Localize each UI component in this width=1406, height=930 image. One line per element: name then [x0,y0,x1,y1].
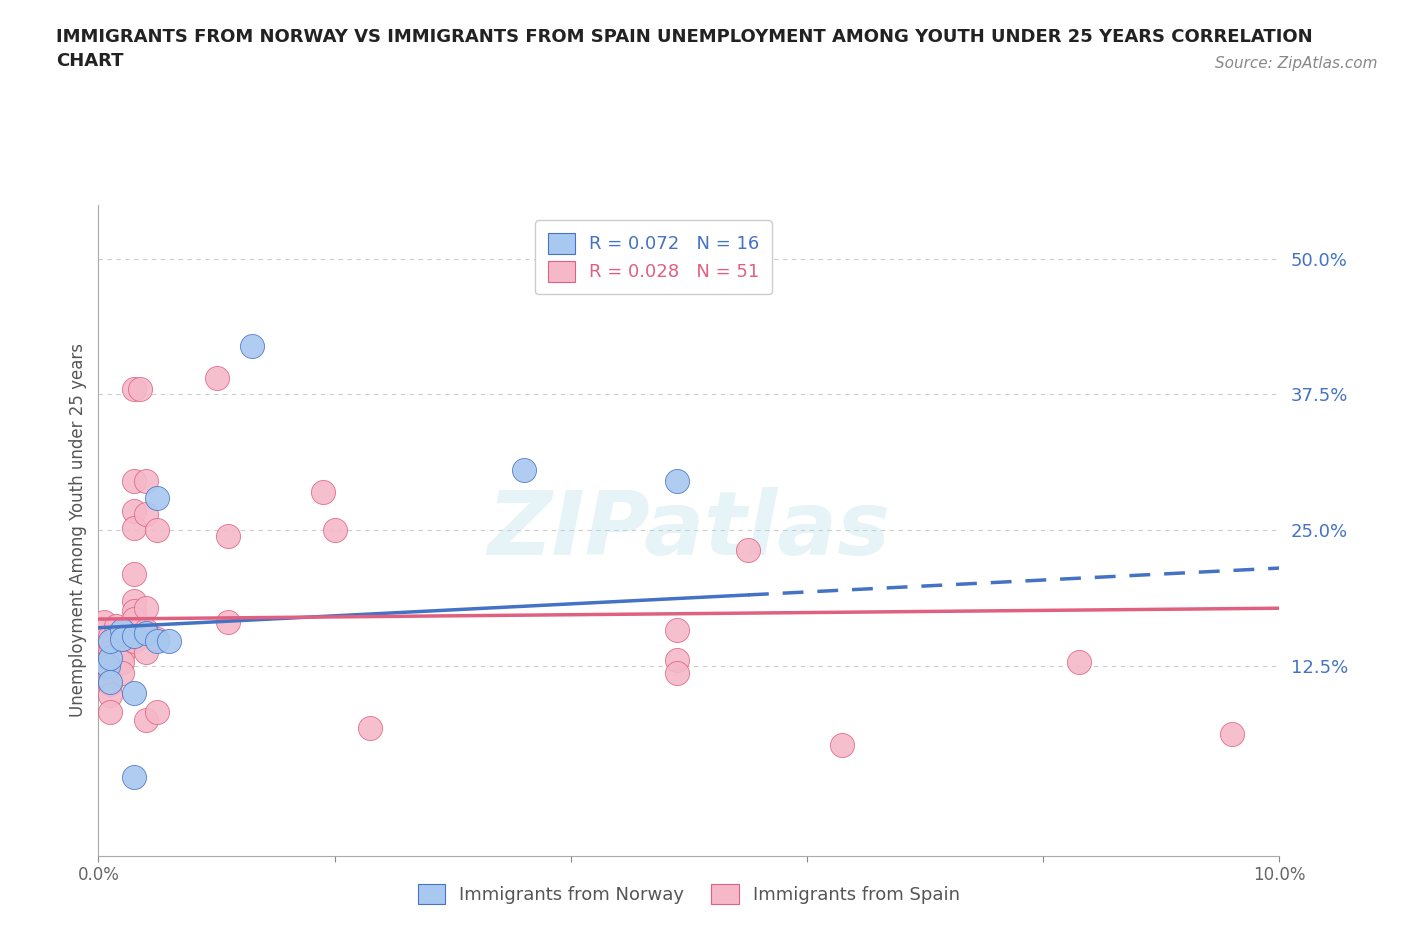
Point [98,674,121,689]
Point [666,653,689,668]
Point [240,339,263,353]
Point [111,622,134,637]
Y-axis label: Unemployment Among Youth under 25 years: Unemployment Among Youth under 25 years [69,343,87,717]
Point [98,637,121,652]
Point [135,601,157,616]
Point [111,626,134,641]
Point [146,633,169,648]
Point [146,490,169,505]
Point [157,633,180,648]
Point [111,631,134,646]
Point [359,720,381,735]
Point [97,658,120,673]
Point [93,631,115,646]
Text: Source: ZipAtlas.com: Source: ZipAtlas.com [1215,56,1378,71]
Point [98,644,121,659]
Point [122,381,145,396]
Point [98,629,121,644]
Point [122,770,145,785]
Point [666,474,689,489]
Point [122,593,145,608]
Point [135,474,157,489]
Point [111,631,134,646]
Point [111,666,134,681]
Point [135,644,157,659]
Point [122,474,145,489]
Point [128,381,150,396]
Point [122,503,145,518]
Point [312,485,335,499]
Point [98,687,121,702]
Point [122,604,145,619]
Point [831,737,853,752]
Point [122,521,145,536]
Point [512,463,534,478]
Point [135,507,157,522]
Point [98,658,121,673]
Point [105,618,128,633]
Point [666,622,689,637]
Point [98,666,121,681]
Point [122,629,145,644]
Point [98,651,121,666]
Point [122,633,145,648]
Point [737,542,759,557]
Point [135,712,157,727]
Point [98,651,121,666]
Point [122,685,145,700]
Point [135,626,157,641]
Point [111,647,134,662]
Point [91,626,114,641]
Point [1067,655,1090,670]
Point [146,631,169,646]
Point [217,528,239,543]
Point [98,705,121,720]
Point [98,677,121,692]
Point [146,523,169,538]
Point [146,705,169,720]
Point [1220,726,1243,741]
Point [93,615,115,630]
Point [111,637,134,652]
Text: ZIPatlas: ZIPatlas [488,486,890,574]
Point [323,523,346,538]
Point [205,371,228,386]
Point [666,666,689,681]
Text: IMMIGRANTS FROM NORWAY VS IMMIGRANTS FROM SPAIN UNEMPLOYMENT AMONG YOUTH UNDER 2: IMMIGRANTS FROM NORWAY VS IMMIGRANTS FRO… [56,28,1313,70]
Point [122,566,145,581]
Point [122,612,145,627]
Point [111,655,134,670]
Legend: Immigrants from Norway, Immigrants from Spain: Immigrants from Norway, Immigrants from … [411,876,967,911]
Point [98,633,121,648]
Point [217,615,239,630]
Point [135,622,157,637]
